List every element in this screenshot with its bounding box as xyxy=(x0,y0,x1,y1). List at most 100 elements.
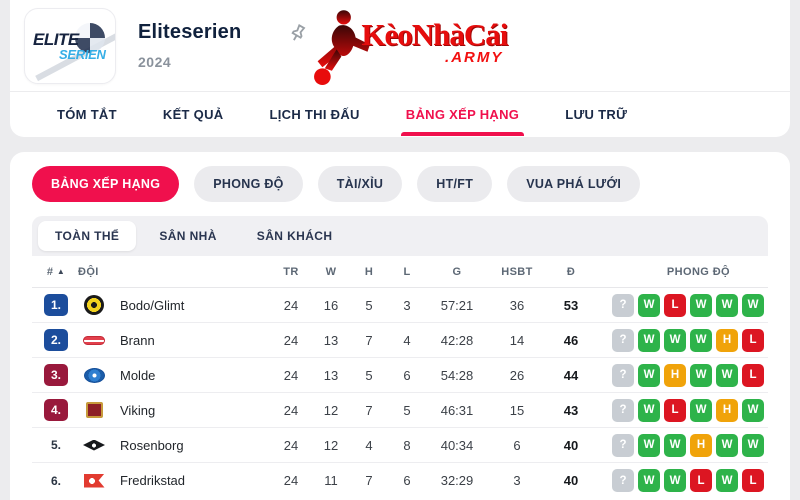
team-name[interactable]: Viking xyxy=(120,402,156,418)
rank-header-label: # xyxy=(46,265,54,278)
form-badge-unknown[interactable]: ? xyxy=(612,433,634,457)
team-name[interactable]: Molde xyxy=(120,367,156,383)
cell-matches-played: 24 xyxy=(283,367,299,383)
form-badge-w[interactable]: W xyxy=(716,469,738,492)
form-badge-l[interactable]: L xyxy=(742,328,764,352)
form-badge-w[interactable]: W xyxy=(742,433,764,457)
form-badge-w[interactable]: W xyxy=(638,293,660,317)
table-row[interactable]: 3. Molde 24 13 5 6 54:28 26 44 ? W H W W L xyxy=(32,358,768,393)
cell-goal-difference: 15 xyxy=(509,402,525,418)
form-badge-w[interactable]: W xyxy=(664,328,686,352)
form-badge-h[interactable]: H xyxy=(690,433,712,457)
cell-wins: 12 xyxy=(323,437,339,453)
form-badge-w[interactable]: W xyxy=(690,363,712,387)
table-row[interactable]: 5. Rosenborg 24 12 4 8 40:34 6 40 ? W W H W W xyxy=(32,428,768,463)
team-logo-fredrikstad xyxy=(83,473,105,488)
form-badge-unknown[interactable]: ? xyxy=(612,328,634,352)
keonhacai-brand-logo[interactable]: KèoNhàCái .ARMY xyxy=(303,9,508,85)
cell-points: 40 xyxy=(563,473,579,488)
subnav-pill-ht-ft[interactable]: HT/FT xyxy=(417,166,493,202)
nav-tab-b-ng-x-p-h-ng[interactable]: BẢNG XẾP HẠNG xyxy=(383,92,542,136)
form-badge-unknown[interactable]: ? xyxy=(612,363,634,387)
league-season: 2024 xyxy=(138,54,172,70)
table-row[interactable]: 6. Fredrikstad 24 11 7 6 32:29 3 40 ? W W L… xyxy=(32,463,768,498)
standings-table: # ▲ ĐỘI TR W H L G HSBT Đ PHONG ĐỘ 1. Bo… xyxy=(32,256,768,498)
col-header-tr[interactable]: TR xyxy=(283,265,299,278)
cell-points: 43 xyxy=(563,402,579,418)
form-badge-w[interactable]: W xyxy=(638,433,660,457)
cell-points: 40 xyxy=(563,437,579,453)
team-name[interactable]: Fredrikstad xyxy=(120,473,186,488)
form-badge-w[interactable]: W xyxy=(638,328,660,352)
form-badge-unknown[interactable]: ? xyxy=(612,469,634,492)
nav-tab-l-ch-thi-u[interactable]: LỊCH THI ĐẤU xyxy=(269,106,360,122)
form-badge-l[interactable]: L xyxy=(742,363,764,387)
form-badge-unknown[interactable]: ? xyxy=(612,398,634,422)
nav-tab-k-t-qu-[interactable]: KẾT QUẢ xyxy=(162,106,224,122)
col-header-g[interactable]: G xyxy=(452,265,462,278)
league-header-card: ELITE SERIEN Eliteserien 2024 xyxy=(10,0,790,137)
form-badge-w[interactable]: W xyxy=(690,398,712,422)
col-header-rank[interactable]: # ▲ xyxy=(34,266,78,278)
cell-goal-difference: 14 xyxy=(509,332,525,348)
table-row[interactable]: 2. Brann 24 13 7 4 42:28 14 46 ? W W W H L xyxy=(32,323,768,358)
form-badge-w[interactable]: W xyxy=(742,398,764,422)
form-badge-w[interactable]: W xyxy=(638,469,660,492)
cell-wins: 13 xyxy=(323,332,339,348)
team-logo-bodo xyxy=(84,295,104,315)
form-badge-l[interactable]: L xyxy=(664,293,686,317)
col-header-w[interactable]: W xyxy=(325,265,337,278)
team-logo-molde xyxy=(83,367,105,383)
pin-icon[interactable] xyxy=(287,22,309,49)
league-info: Eliteserien 2024 xyxy=(138,21,241,70)
col-header-points[interactable]: Đ xyxy=(566,265,576,278)
form-badge-l[interactable]: L xyxy=(690,469,712,492)
form-badge-w[interactable]: W xyxy=(690,293,712,317)
scope-tab-s-n-nh-[interactable]: SÂN NHÀ xyxy=(159,229,217,243)
form-badges: ? W L W W W xyxy=(596,293,766,317)
rank-badge: 1. xyxy=(44,294,68,316)
team-name[interactable]: Brann xyxy=(120,332,155,348)
form-badge-w[interactable]: W xyxy=(742,293,764,317)
form-badge-w[interactable]: W xyxy=(716,433,738,457)
form-badge-l[interactable]: L xyxy=(664,398,686,422)
cell-points: 46 xyxy=(563,332,579,348)
subnav-pill-t-i-x-u[interactable]: TÀI/XỈU xyxy=(317,166,403,202)
team-name[interactable]: Bodo/Glimt xyxy=(120,297,185,313)
cell-draws: 7 xyxy=(365,473,373,488)
table-row[interactable]: 1. Bodo/Glimt 24 16 5 3 57:21 36 53 ? W L W… xyxy=(32,288,768,323)
league-header: ELITE SERIEN Eliteserien 2024 xyxy=(10,0,790,92)
col-header-h[interactable]: H xyxy=(364,265,374,278)
form-badge-h[interactable]: H xyxy=(664,363,686,387)
scope-tab-to-n-th-[interactable]: TOÀN THỂ xyxy=(38,221,137,251)
form-badge-w[interactable]: W xyxy=(716,363,738,387)
form-badge-w[interactable]: W xyxy=(664,433,686,457)
cell-losses: 6 xyxy=(403,367,411,383)
col-header-hsbt[interactable]: HSBT xyxy=(501,265,533,278)
form-badge-w[interactable]: W xyxy=(664,469,686,492)
form-badge-w[interactable]: W xyxy=(716,293,738,317)
subnav-pill-vua-ph-l-i[interactable]: VUA PHÁ LƯỚI xyxy=(507,166,641,202)
col-header-l[interactable]: L xyxy=(403,265,411,278)
form-badge-unknown[interactable]: ? xyxy=(612,293,634,317)
team-name[interactable]: Rosenborg xyxy=(120,437,184,453)
brand-suffix: .ARMY xyxy=(445,48,504,66)
cell-draws: 5 xyxy=(365,367,373,383)
col-header-form[interactable]: PHONG ĐỘ xyxy=(666,265,730,278)
subnav-pill-b-ng-x-p-h-ng[interactable]: BẢNG XẾP HẠNG xyxy=(32,166,180,202)
table-row[interactable]: 4. Viking 24 12 7 5 46:31 15 43 ? W L W H W xyxy=(32,393,768,428)
subnav-pill-phong-[interactable]: PHONG ĐỘ xyxy=(194,166,303,202)
scope-tab-s-n-kh-ch[interactable]: SÂN KHÁCH xyxy=(256,229,333,243)
form-badge-w[interactable]: W xyxy=(690,328,712,352)
cell-goals: 42:28 xyxy=(440,332,474,348)
cell-matches-played: 24 xyxy=(283,402,299,418)
col-header-team[interactable]: ĐỘI xyxy=(78,265,99,278)
form-badge-l[interactable]: L xyxy=(742,469,764,492)
rank-badge: 4. xyxy=(44,399,68,421)
form-badge-h[interactable]: H xyxy=(716,328,738,352)
form-badge-w[interactable]: W xyxy=(638,363,660,387)
form-badge-w[interactable]: W xyxy=(638,398,660,422)
form-badge-h[interactable]: H xyxy=(716,398,738,422)
nav-tab-l-u-tr-[interactable]: LƯU TRỮ xyxy=(565,106,628,122)
nav-tab-t-m-t-t[interactable]: TÓM TẮT xyxy=(57,106,117,122)
